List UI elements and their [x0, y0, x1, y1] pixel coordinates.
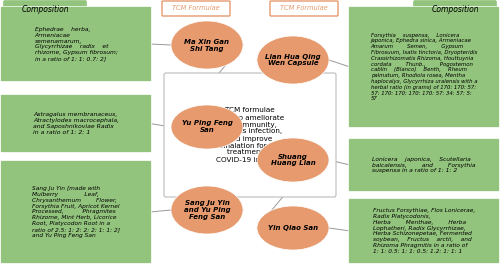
- FancyBboxPatch shape: [164, 73, 336, 197]
- FancyBboxPatch shape: [4, 1, 86, 18]
- FancyBboxPatch shape: [348, 138, 500, 192]
- Ellipse shape: [257, 36, 329, 84]
- Text: Shuang
Huang Lian: Shuang Huang Lian: [270, 153, 316, 166]
- FancyBboxPatch shape: [348, 198, 500, 263]
- Ellipse shape: [171, 21, 243, 69]
- FancyBboxPatch shape: [0, 160, 152, 263]
- Text: TCM formulae
used to ameliorate
URT immunity,
treat its infection,
and improve
i: TCM formulae used to ameliorate URT immu…: [216, 108, 284, 163]
- Text: Sang Ju Yin [made with
Mulberry              Leaf,
Chrysanthemum        Flower,
: Sang Ju Yin [made with Mulberry Leaf, Ch…: [32, 186, 120, 238]
- Text: Forsythia    suspensa,    Lonicera
japonica, Ephedra sinica, Armeniacae
Amarum  : Forsythia suspensa, Lonicera japonica, E…: [371, 33, 477, 101]
- FancyBboxPatch shape: [0, 95, 152, 153]
- Text: Lian Hua Qing
Wen Capsule: Lian Hua Qing Wen Capsule: [265, 53, 321, 66]
- Ellipse shape: [257, 206, 329, 250]
- Text: Composition: Composition: [431, 5, 479, 14]
- Text: Astragalus membranaceus,
Atractylodes macrocephala,
and Saposhnikoviae Radix
in : Astragalus membranaceus, Atractylodes ma…: [33, 112, 119, 135]
- Text: Yu Ping Feng
San: Yu Ping Feng San: [182, 121, 232, 134]
- Text: Ma Xin Gan
Shi Tang: Ma Xin Gan Shi Tang: [184, 38, 230, 51]
- FancyBboxPatch shape: [0, 7, 152, 82]
- Ellipse shape: [171, 186, 243, 234]
- Text: Lonicera    japonica,    Scutellaria
baicalensis,        and        Forsythia
su: Lonicera japonica, Scutellaria baicalens…: [372, 157, 476, 173]
- FancyBboxPatch shape: [270, 1, 338, 16]
- Text: TCM Formulae: TCM Formulae: [172, 5, 220, 11]
- Ellipse shape: [171, 105, 243, 149]
- Text: Composition: Composition: [21, 5, 69, 14]
- Ellipse shape: [257, 138, 329, 182]
- Text: Sang Ju Yin
and Yu Ping
Feng San: Sang Ju Yin and Yu Ping Feng San: [184, 200, 230, 220]
- Text: Ephedrae    herba,
Armeniacae
semenamarum,
Glycyrrhizae    radix    et
rhizome, : Ephedrae herba, Armeniacae semenamarum, …: [34, 27, 117, 61]
- FancyBboxPatch shape: [348, 7, 500, 127]
- Text: TCM Formulae: TCM Formulae: [280, 5, 328, 11]
- FancyBboxPatch shape: [414, 1, 496, 18]
- Text: Yin Qiao San: Yin Qiao San: [268, 225, 318, 231]
- FancyBboxPatch shape: [162, 1, 230, 16]
- Text: Fructus Forsythiae, Flos Lonicerae,
Radix Platycodonis,
Herba        Menthae,   : Fructus Forsythiae, Flos Lonicerae, Radi…: [373, 208, 475, 254]
